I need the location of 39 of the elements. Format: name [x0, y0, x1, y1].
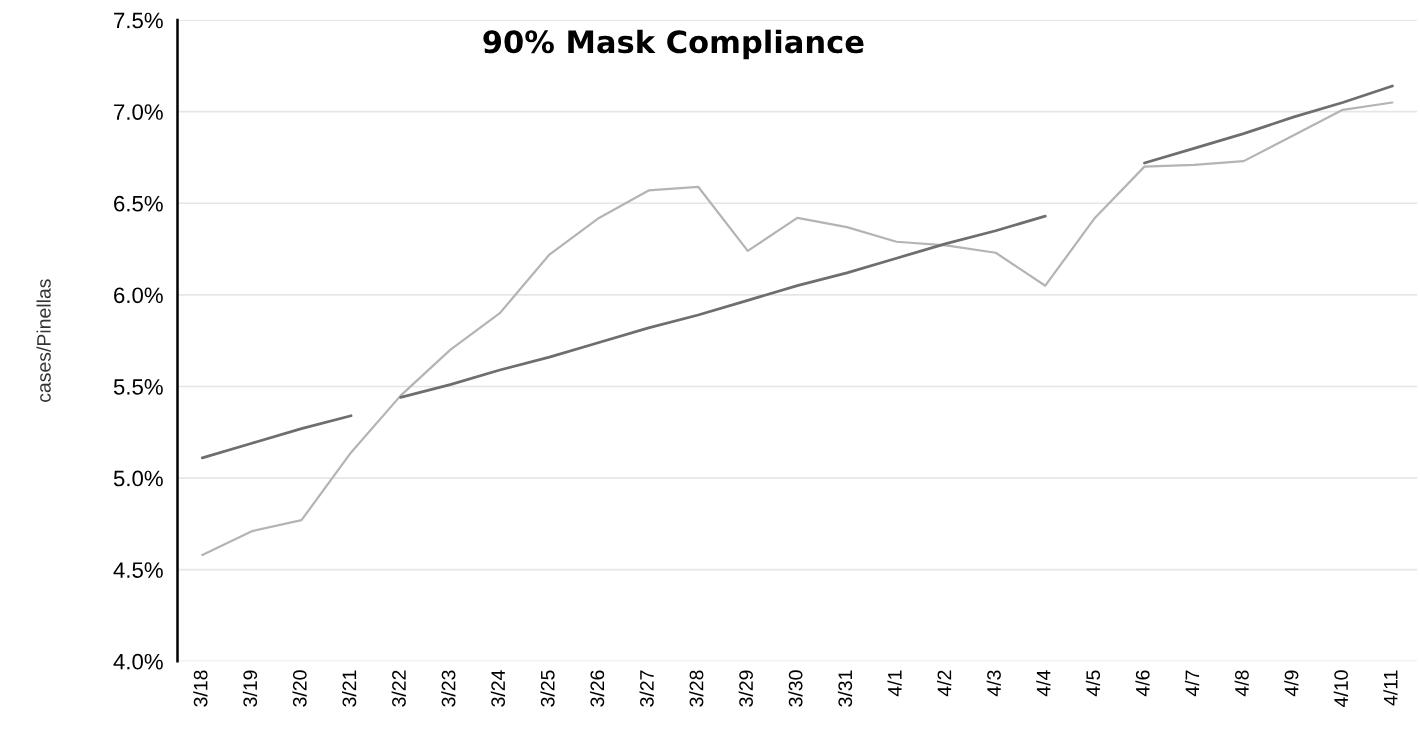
- x-tick-label: 3/28: [689, 670, 704, 707]
- x-tick-label: 3/18: [193, 670, 208, 707]
- y-axis-title: cases/Pinellas: [36, 279, 51, 402]
- y-tick-label: 4.5%: [113, 562, 163, 578]
- x-tick-label: 3/23: [441, 670, 456, 707]
- x-tick-label: 4/4: [1036, 670, 1051, 697]
- x-tick-label: 4/8: [1234, 670, 1249, 697]
- y-tick-label: 6.0%: [114, 287, 163, 304]
- x-tick-label: 4/10: [1333, 670, 1348, 707]
- x-tick-label: 4/1: [887, 670, 902, 697]
- x-tick-label: 3/30: [788, 670, 803, 707]
- x-tick-label: 3/26: [589, 670, 605, 707]
- x-tick-label: 4/2: [937, 670, 952, 697]
- chart-title: 90% Mask Compliance: [483, 29, 864, 60]
- x-tick-label: 3/29: [738, 670, 753, 707]
- y-tick-label: 5.0%: [113, 470, 163, 487]
- x-tick-label: 3/25: [540, 670, 555, 707]
- x-tick-label: 3/22: [391, 670, 406, 707]
- x-tick-label: 3/27: [639, 670, 654, 707]
- y-tick-label: 7.5%: [114, 12, 163, 29]
- x-tick-label: 4/7: [1184, 670, 1200, 697]
- line-series: [1143, 84, 1394, 165]
- x-tick-label: 4/6: [1135, 670, 1150, 697]
- line-series: [200, 414, 353, 460]
- x-tick-label: 3/20: [292, 670, 307, 707]
- y-tick-label: 4.0%: [113, 653, 163, 670]
- line-series: [399, 214, 1047, 399]
- x-tick-label: 3/31: [837, 670, 853, 707]
- line-series: [201, 101, 1394, 557]
- x-tick-label: 4/3: [986, 670, 1001, 697]
- y-tick-label: 6.5%: [114, 195, 163, 212]
- x-tick-label: 3/24: [490, 670, 506, 707]
- y-tick-label: 7.0%: [114, 104, 163, 120]
- x-tick-label: 3/21: [341, 670, 357, 707]
- x-tick-label: 4/11: [1383, 670, 1398, 706]
- x-tick-label: 4/9: [1284, 670, 1299, 697]
- y-tick-label: 5.5%: [113, 379, 163, 395]
- x-tick-label: 3/19: [242, 670, 258, 707]
- x-tick-label: 4/5: [1085, 670, 1101, 697]
